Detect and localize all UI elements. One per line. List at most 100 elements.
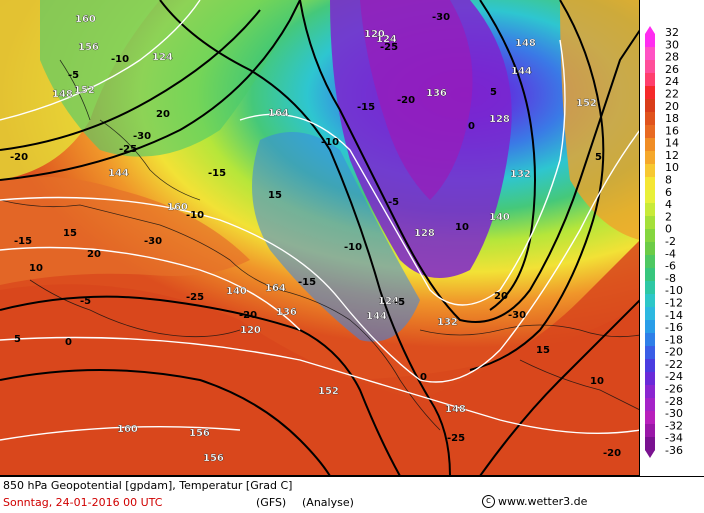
legend-tick-label: -22 <box>665 358 683 371</box>
temperature-label: -20 <box>397 95 415 106</box>
legend-swatch <box>645 385 655 399</box>
temperature-label: 10 <box>29 263 43 274</box>
temperature-label: 15 <box>63 228 77 239</box>
legend-swatch <box>645 411 655 425</box>
geopotential-label: 144 <box>366 311 387 322</box>
legend-swatch <box>645 294 655 308</box>
geopotential-label: 136 <box>426 88 447 99</box>
site-url: www.wetter3.de <box>498 495 588 508</box>
blue-zone <box>252 132 420 342</box>
geopotential-label: 140 <box>489 212 510 223</box>
geopotential-label: 124 <box>376 34 397 45</box>
legend-tick-label: -16 <box>665 321 683 334</box>
legend-swatch <box>645 281 655 295</box>
legend-tick-label: -2 <box>665 235 676 248</box>
temperature-label: -25 <box>119 144 137 155</box>
map-footer: 850 hPa Geopotential [gpdam], Temperatur… <box>0 476 704 513</box>
temperature-label: -10 <box>111 54 129 65</box>
legend-tick-label: 22 <box>665 87 679 100</box>
legend-tick-label: 30 <box>665 38 679 51</box>
geopotential-label: 148 <box>515 38 536 49</box>
legend-tick-label: -6 <box>665 260 676 273</box>
geopotential-label: 136 <box>276 307 297 318</box>
model-name: (GFS) <box>256 496 287 509</box>
temperature-label: 20 <box>494 291 508 302</box>
temperature-label: -5 <box>388 197 399 208</box>
legend-swatch <box>645 320 655 334</box>
legend-tick-label: -32 <box>665 419 683 432</box>
legend-tick-label: 24 <box>665 75 679 88</box>
geopotential-label: 160 <box>167 202 188 213</box>
temperature-label: 20 <box>156 109 170 120</box>
legend-swatch <box>645 86 655 100</box>
geopotential-label: 124 <box>378 296 399 307</box>
temperature-label: 10 <box>455 222 469 233</box>
legend-tick-label: 18 <box>665 112 679 125</box>
legend-swatch <box>645 125 655 139</box>
legend-scale: 32302826242220181614121086420-2-4-6-8-10… <box>645 26 683 458</box>
legend-tick-label: -26 <box>665 383 683 396</box>
geopotential-label: 148 <box>445 404 466 415</box>
legend-tick-label: 32 <box>665 26 679 39</box>
legend-tick-label: 14 <box>665 137 679 150</box>
geopotential-label: 120 <box>364 29 385 40</box>
geopotential-label: 132 <box>437 317 458 328</box>
geopotential-label: 164 <box>268 108 289 119</box>
copyright-icon: c <box>482 495 495 508</box>
orange-band <box>0 176 250 285</box>
legend-swatch <box>645 138 655 152</box>
legend-tick-label: -30 <box>665 407 683 420</box>
legend-swatch <box>645 216 655 230</box>
legend-tick-label: -4 <box>665 247 676 260</box>
temperature-label: -20 <box>239 310 257 321</box>
legend-arrow-up-icon <box>645 26 655 34</box>
geopotential-contours <box>0 0 639 475</box>
legend-swatch <box>645 229 655 243</box>
legend-tick-label: 10 <box>665 161 679 174</box>
temperature-label: -20 <box>603 448 621 459</box>
temperature-label: 5 <box>14 334 21 345</box>
legend-tick-label: 4 <box>665 198 672 211</box>
temperature-label: -10 <box>186 210 204 221</box>
legend-swatch <box>645 164 655 178</box>
legend-tick-label: 0 <box>665 223 672 236</box>
legend-tick-label: -14 <box>665 309 683 322</box>
temperature-label: 0 <box>468 121 475 132</box>
temperature-label: 15 <box>536 345 550 356</box>
geopotential-label: 152 <box>576 98 597 109</box>
temperature-label: -30 <box>432 12 450 23</box>
temperature-label: -15 <box>298 277 316 288</box>
geopotential-label: 120 <box>240 325 261 336</box>
cold-core-deep <box>360 0 473 200</box>
legend-swatch <box>645 177 655 191</box>
temperature-label: -30 <box>144 236 162 247</box>
legend-tick-label: -10 <box>665 284 683 297</box>
color-legend: 32 30 28 26 24 22 20 18 16 14 12 10 8 6 4 2 0 -2 -4 -6 -8 -10… <box>641 0 704 476</box>
legend-swatch <box>645 398 655 412</box>
legend-tick-label: 6 <box>665 186 672 199</box>
legend-swatch <box>645 190 655 204</box>
legend-tick-label: -34 <box>665 432 683 445</box>
temperature-label: -10 <box>344 242 362 253</box>
legend-swatch <box>645 359 655 373</box>
temperature-label: 5 <box>595 152 602 163</box>
temperature-label: -5 <box>80 296 91 307</box>
legend-arrow-down-icon <box>645 450 655 458</box>
temperature-label: -10 <box>321 137 339 148</box>
legend-tick-label: 20 <box>665 100 679 113</box>
legend-swatch <box>645 307 655 321</box>
legend-swatch <box>645 99 655 113</box>
legend-swatch <box>645 73 655 87</box>
temperature-label: -5 <box>394 297 405 308</box>
geopotential-label: 156 <box>203 453 224 464</box>
geopotential-label: 152 <box>74 85 95 96</box>
legend-tick-label: 26 <box>665 63 679 76</box>
geopotential-label: 160 <box>117 424 138 435</box>
legend-tick-label: 2 <box>665 210 672 223</box>
temperature-label: -25 <box>380 42 398 53</box>
green-zone-north <box>40 0 300 157</box>
temperature-label: 15 <box>268 190 282 201</box>
legend-swatch <box>645 112 655 126</box>
